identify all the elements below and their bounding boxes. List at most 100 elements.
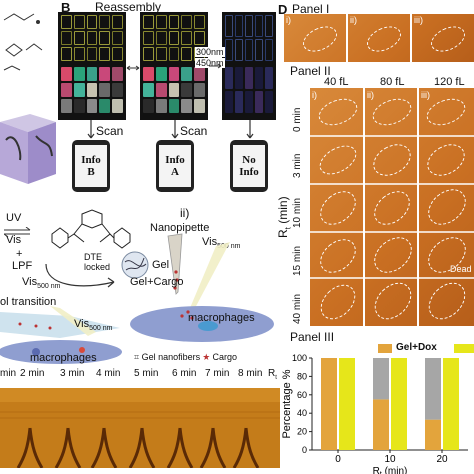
time-label-7: 7 min <box>205 368 230 379</box>
nanofibers-text: Gel nanofibers <box>141 352 201 362</box>
cycle-arrow <box>40 262 120 292</box>
timeline-axis <box>0 382 280 395</box>
scan-label-2: Scan <box>180 124 208 138</box>
wavelength-300: 300nm <box>195 47 225 57</box>
time-label-5: 5 min <box>134 368 159 379</box>
gel-label: Gel <box>152 259 170 271</box>
macrophage-cartoon-left <box>0 306 130 368</box>
dte-label: DTE <box>84 252 102 262</box>
scan-arrow-1 <box>86 120 96 140</box>
y-tick-label: 100 <box>292 353 307 363</box>
p2-sub-ii: ii) <box>367 90 374 100</box>
bar-second-series <box>391 358 407 450</box>
time-rt-label: Rt <box>268 368 277 381</box>
legend-gel-dox: Gel+Dox <box>396 342 437 353</box>
vis-left-main: Vis <box>74 318 90 330</box>
lpf-label: LPF <box>12 260 33 272</box>
x-axis-label: Rt (min) <box>373 466 408 474</box>
row-label-4: 40 min <box>292 293 303 324</box>
scan-arrow-2 <box>170 120 180 140</box>
nanofiber-icon: ⌗ <box>134 352 140 362</box>
vis-left-sub: 500 nm <box>89 325 113 333</box>
vis500-main: Vis <box>22 276 38 288</box>
p2-sub-i: i) <box>312 90 317 100</box>
panel-3-chart: 0 20 40 60 80 100 Percentage % 0 10 20 Rt (min) <box>281 353 468 474</box>
scan-label-1: Scan <box>96 124 124 138</box>
uv-label: UV <box>6 212 22 224</box>
scan-arrow-3 <box>245 120 255 140</box>
time-label-4: 4 min <box>96 368 121 379</box>
nanopipette-label: Nanopipette <box>150 222 210 234</box>
uv-vis-arrows <box>3 224 32 238</box>
x-tick-label: 0 <box>335 454 341 465</box>
panel-2-image-grid: i) ii) iii) Dead <box>310 88 474 327</box>
panel-1-image: i) ii) iii) <box>284 14 474 62</box>
phone-1-line1: Info <box>81 154 101 166</box>
time-label-2: 2 min <box>20 368 45 379</box>
time-label-6: 6 min <box>172 368 197 379</box>
phone-2-line1: Info <box>165 154 185 166</box>
legend-nanofibers: ⌗ Gel nanofibers ★ Cargo <box>134 352 237 363</box>
gel-cargo-label: Gel+Cargo <box>130 276 184 288</box>
phone-1-line2: B <box>87 166 95 178</box>
nanopipette-icon <box>130 232 276 342</box>
bar-gel-dox <box>425 419 441 450</box>
panel-2-col-1: 40 fL <box>324 76 349 88</box>
transition-label: ol transition <box>0 296 57 308</box>
y-axis-label: Percentage % <box>281 369 293 438</box>
phone-info-b: Info B <box>72 140 110 192</box>
wavelength-450: 450nm <box>195 58 225 68</box>
bar-gel-dox <box>321 358 337 450</box>
panel-3-legend: Gel+Dox <box>378 342 474 356</box>
panel-2-ylabel: Rt (min) <box>276 196 292 238</box>
bar-second-series <box>339 358 355 450</box>
cube-photo-2 <box>140 12 208 120</box>
reassembly-title: Reassembly <box>95 0 162 14</box>
phone-3-line2: Info <box>239 166 259 178</box>
cargo-text: Cargo <box>212 352 237 362</box>
legend-swatch-gel-dox <box>378 344 392 353</box>
row-label-3: 15 min <box>292 245 303 276</box>
molecule-sketch-area <box>0 0 58 100</box>
cube-photo-3 <box>222 12 276 120</box>
panel-2-col-2: 80 fL <box>380 76 405 88</box>
kymograph-strip <box>0 388 280 468</box>
macrophages-left-label: macrophages <box>30 352 97 364</box>
panel-1-title: Panel I <box>292 2 330 16</box>
vis-pipette-sub: 500 nm <box>217 243 241 251</box>
arrow-left-right <box>126 58 140 71</box>
molecule-structure-icon <box>3 13 43 71</box>
cube-photo-1 <box>58 12 126 120</box>
rt-text: R <box>268 368 276 379</box>
y-tick-label: 20 <box>297 427 307 437</box>
bar-gel-dox <box>373 399 389 450</box>
timeline-labels: min 2 min 3 min 4 min 5 min 6 min 7 min … <box>0 368 280 382</box>
vis-pipette-label: Vis500 nm <box>202 236 240 250</box>
cube-illustration <box>0 100 58 188</box>
time-label-1: min <box>0 368 17 379</box>
y-tick-label: 80 <box>297 371 307 381</box>
bar-grey-segment <box>373 358 389 400</box>
macrophages-label: macrophages <box>188 312 255 324</box>
phone-3-line1: No <box>242 154 256 166</box>
plus-sign: + <box>16 248 23 260</box>
row-label-1: 3 min <box>292 153 303 178</box>
x-tick-label: 20 <box>436 454 448 465</box>
bar-second-series <box>443 358 459 450</box>
time-label-8: 8 min <box>238 368 263 379</box>
panel-2-title: Panel II <box>290 64 331 78</box>
vis-label: Vis <box>6 234 22 246</box>
y-tick-label: 60 <box>297 390 307 400</box>
x-tick-label: 10 <box>384 454 396 465</box>
dead-label: Dead <box>450 264 472 274</box>
dte-molecule-icon <box>46 208 136 254</box>
vis-pipette-main: Vis <box>202 236 218 248</box>
bar-grey-segment <box>425 358 441 420</box>
row-label-0: 0 min <box>292 107 303 132</box>
gel-network-icon <box>120 250 150 280</box>
phone-info-a: Info A <box>156 140 194 192</box>
phone-no-info: No Info <box>230 140 268 192</box>
locked-label: locked <box>84 262 111 272</box>
y-tick-label: 40 <box>297 408 307 418</box>
arrow-right <box>208 56 222 69</box>
